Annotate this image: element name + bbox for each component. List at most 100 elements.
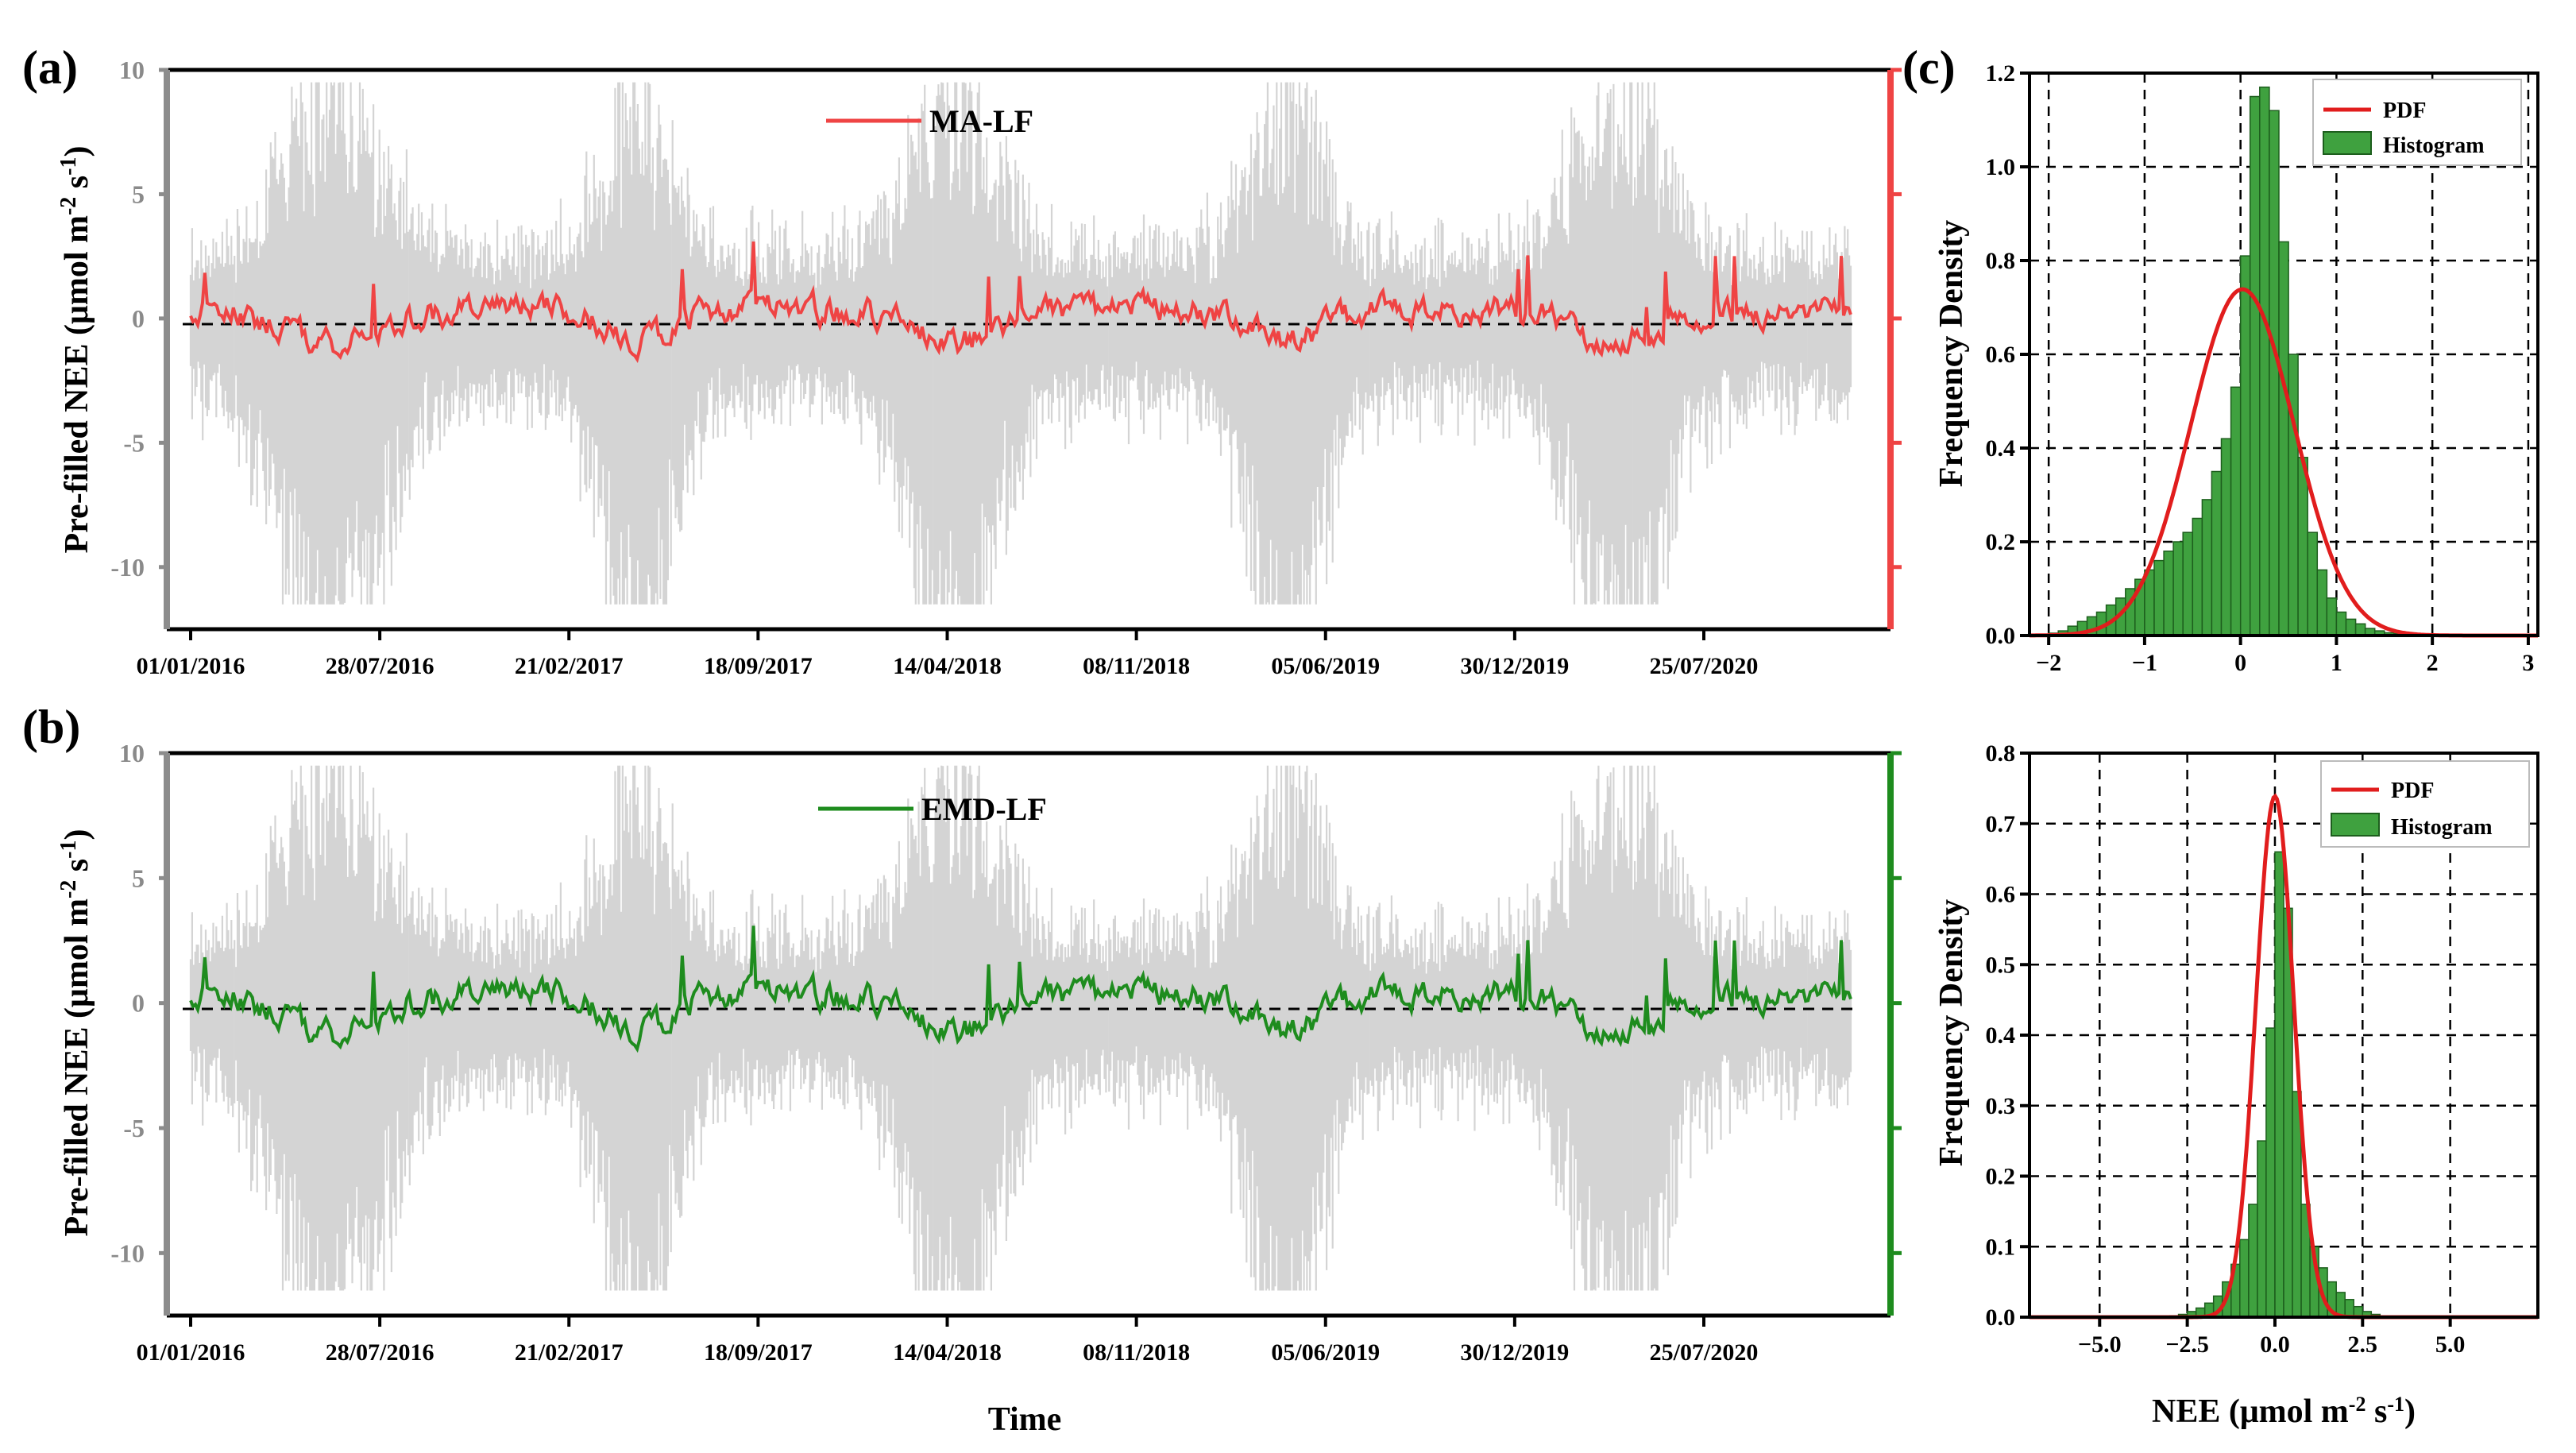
legend-swatch-hist-d <box>2331 813 2380 837</box>
histogram-bar <box>2265 1027 2276 1318</box>
histogram-bar <box>2230 386 2242 636</box>
panel-b-xticks: 01/01/2016 28/07/2016 21/02/2017 18/09/2017… <box>137 1316 1758 1366</box>
xtick-label: 14/04/2018 <box>893 1339 1002 1366</box>
histogram-bar <box>2326 597 2338 636</box>
panel-c-ticks: −2 −1 0 1 2 3 0.0 0.2 0.4 0.6 0.8 1.0 1.2 <box>1986 60 2535 676</box>
xtick-label: 30/12/2019 <box>1461 653 1570 679</box>
panel-a: (a) 10 5 0 -5 -10 01/01/2016 28/07/2016 21/02/… <box>22 41 1902 679</box>
ytick-label: 0.6 <box>1986 342 2016 368</box>
xtick-label: −2.5 <box>2165 1331 2209 1358</box>
legend-label-pdf-d: PDF <box>2391 779 2434 803</box>
ytick-label: 0.4 <box>1986 1022 2016 1049</box>
ytick-label: 10 <box>119 56 145 84</box>
ytick-label: 0.4 <box>1986 435 2016 462</box>
panel-c-bars <box>2048 86 2433 636</box>
ytick-label: 0.5 <box>1986 952 2016 978</box>
ytick-label: -10 <box>110 1239 145 1267</box>
panel-d-xlabel: NEE (μmol m-2 s-1) <box>2152 1393 2416 1431</box>
ytick-label: 1.0 <box>1986 154 2016 180</box>
histogram-bar <box>2192 517 2203 636</box>
panel-d-ticks: −5.0 −2.5 0.0 2.5 5.0 0.0 0.1 0.2 0.3 0.4 0.5 0.6 0.… <box>1986 740 2466 1358</box>
histogram-bar <box>2316 569 2328 636</box>
xtick-label: 05/06/2019 <box>1271 1339 1380 1366</box>
panel-b-right-ticks <box>1890 751 1902 1255</box>
panel-a-right-ticks <box>1890 68 1902 570</box>
histogram-bar <box>2201 499 2213 636</box>
xtick-label: 2.5 <box>2348 1331 2378 1358</box>
legend-label-hist-c: Histogram <box>2383 133 2485 158</box>
ytick-label: 5 <box>132 864 145 892</box>
xtick-label: 01/01/2016 <box>137 653 245 679</box>
histogram-bar <box>2278 241 2289 636</box>
panel-c-legend: PDF Histogram <box>2312 79 2522 166</box>
histogram-bar <box>2274 851 2284 1318</box>
histogram-bar <box>2259 86 2270 636</box>
xtick-label: 28/07/2016 <box>326 1339 434 1366</box>
legend-label-hist-d: Histogram <box>2391 815 2493 840</box>
ytick-label: 0.7 <box>1986 811 2016 837</box>
histogram-bar <box>2211 470 2223 636</box>
xtick-label: 2 <box>2427 650 2439 676</box>
legend-swatch-hist-c <box>2323 131 2372 155</box>
panel-c-label: (c) <box>1902 41 1956 94</box>
xtick-label: −2 <box>2036 650 2061 676</box>
xtick-label: 1 <box>2331 650 2342 676</box>
xtick-label: 01/01/2016 <box>137 1339 245 1366</box>
panel-b-legend: EMD-LF <box>818 791 1047 827</box>
histogram-bar <box>2345 618 2357 636</box>
xtick-label: 18/09/2017 <box>704 653 813 679</box>
panel-d-legend: PDF Histogram <box>2320 760 2530 848</box>
ytick-label: 5 <box>132 180 145 208</box>
histogram-bar <box>2257 1140 2267 1318</box>
panel-b-raw-series <box>189 765 1852 1291</box>
ytick-label: 0 <box>132 304 145 333</box>
ytick-label: 0 <box>132 989 145 1018</box>
histogram-bar <box>2288 354 2299 636</box>
histogram-bar <box>2220 438 2232 636</box>
xtick-label: 30/12/2019 <box>1461 1339 1570 1366</box>
panel-d-ylabel: Frequency Density <box>1933 899 1970 1166</box>
panel-c: (c) −2 −1 0 1 2 3 0.0 0.2 0.4 0.6 0.8 1.0 1.2 Freque… <box>1902 41 2539 676</box>
ytick-label: 0.8 <box>1986 740 2016 767</box>
panel-a-raw-series <box>189 82 1852 605</box>
ytick-label: 0.2 <box>1986 529 2016 555</box>
ytick-label: -5 <box>123 428 145 457</box>
xtick-label: 21/02/2017 <box>515 653 624 679</box>
xtick-label: −5.0 <box>2078 1331 2122 1358</box>
histogram-bar <box>2344 1299 2354 1318</box>
xtick-label: 08/11/2018 <box>1083 653 1190 679</box>
xtick-label: 08/11/2018 <box>1083 1339 1190 1366</box>
histogram-bar <box>2172 541 2184 636</box>
histogram-bar <box>2144 569 2155 636</box>
panel-a-ma-lf-line <box>189 242 1852 363</box>
ytick-label: 0.2 <box>1986 1164 2016 1190</box>
panel-b: (b) 10 5 0 -5 -10 01/01/2016 28/07/2016 21/02/… <box>22 701 1902 1438</box>
panel-b-yticks: 10 5 0 -5 -10 <box>110 739 168 1267</box>
panel-b-emd-lf-line <box>189 926 1852 1053</box>
panel-a-yticks: 10 5 0 -5 -10 <box>110 56 168 582</box>
panel-a-ylabel: Pre-filled NEE (μmol m-2 s-1) <box>56 146 96 554</box>
ytick-label: 10 <box>119 739 145 767</box>
panel-d: −5.0 −2.5 0.0 2.5 5.0 0.0 0.1 0.2 0.3 0.4 0.5 0.6 0.… <box>1933 740 2539 1431</box>
histogram-bar <box>2354 623 2366 636</box>
xtick-label: 21/02/2017 <box>515 1339 624 1366</box>
xtick-label: 25/07/2020 <box>1650 653 1759 679</box>
histogram-bar <box>2182 531 2194 636</box>
panel-b-ylabel: Pre-filled NEE (μmol m-2 s-1) <box>56 829 96 1237</box>
histogram-bar <box>2248 1204 2258 1318</box>
histogram-bar <box>2335 611 2347 636</box>
xtick-label: 5.0 <box>2435 1331 2466 1358</box>
legend-label-ma-lf: MA-LF <box>929 103 1033 139</box>
ytick-label: 0.8 <box>1986 248 2016 274</box>
ytick-label: -5 <box>123 1114 145 1142</box>
histogram-bar <box>2153 559 2165 636</box>
histogram-bar <box>2269 110 2280 636</box>
ytick-label: 1.2 <box>1986 60 2016 87</box>
ytick-label: 0.3 <box>1986 1093 2016 1119</box>
ytick-label: 0.1 <box>1986 1234 2016 1260</box>
panel-c-ylabel: Frequency Density <box>1933 220 1970 487</box>
xtick-label: 18/09/2017 <box>704 1339 813 1366</box>
ytick-label: -10 <box>110 553 145 582</box>
legend-label-pdf-c: PDF <box>2383 99 2426 123</box>
